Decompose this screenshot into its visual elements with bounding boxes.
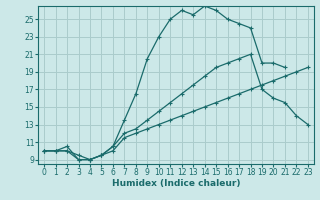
X-axis label: Humidex (Indice chaleur): Humidex (Indice chaleur) (112, 179, 240, 188)
